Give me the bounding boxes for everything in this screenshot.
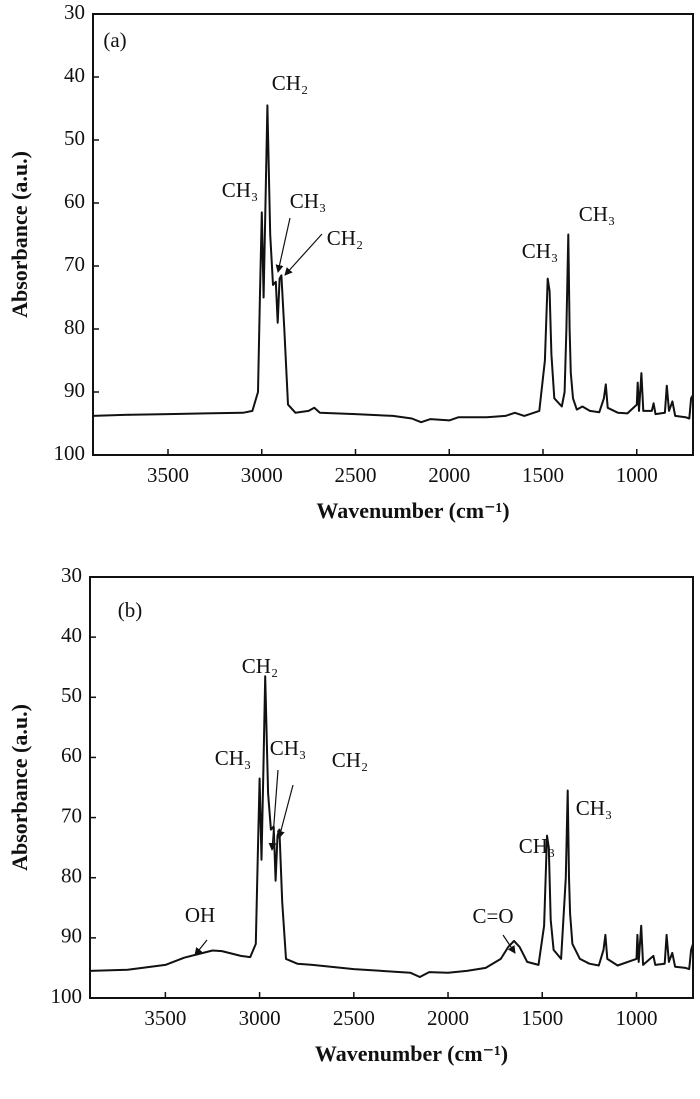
x-tick-label: 2500 [335,463,377,487]
x-tick-label: 2000 [428,463,470,487]
annotation: CH₂ [242,654,279,678]
y-tick-label: 60 [64,189,85,213]
y-tick-label: 70 [61,803,82,827]
annotation: CH₃ [270,736,307,760]
annotation: CH₃ [215,746,252,770]
annotation: CH₃ [519,834,556,858]
y-tick-label: 30 [64,0,85,24]
annotation: CH₂ [332,748,369,772]
spectrum-line [92,104,694,424]
y-tick-label: 80 [61,864,82,888]
panel-label: (a) [103,28,126,52]
y-tick-label: 50 [64,126,85,150]
annotation-arrow [194,939,208,956]
annotation: OH [185,903,215,927]
annotation: CH₃ [576,796,613,820]
x-tick-label: 3000 [241,463,283,487]
plot-frame [89,576,694,999]
y-tick-label: 100 [51,984,83,1008]
x-axis-label: Wavenumber (cm⁻¹) [316,498,509,523]
x-tick-label: 2000 [427,1006,469,1030]
x-tick-label: 1000 [615,1006,657,1030]
x-axis-label: Wavenumber (cm⁻¹) [315,1041,508,1066]
spectrum-line [89,675,694,978]
annotation: CH₃ [290,189,327,213]
annotation-arrow [268,769,279,851]
x-tick-label: 1500 [521,1006,563,1030]
annotation-arrow [502,934,516,954]
y-tick-label: 80 [64,315,85,339]
y-tick-label: 70 [64,252,85,276]
x-tick-label: 3500 [144,1006,186,1030]
panel-label: (b) [118,598,143,622]
x-tick-label: 1500 [522,463,564,487]
y-tick-label: 40 [61,623,82,647]
y-axis-label: Absorbance (a.u.) [7,704,32,871]
annotation-arrow [275,217,291,273]
annotation: C=O [472,904,513,928]
annotation-arrow [276,784,294,839]
y-tick-label: 50 [61,683,82,707]
y-tick-label: 30 [61,563,82,587]
annotation: CH₂ [272,71,309,95]
annotation: CH₂ [327,226,364,250]
annotation-arrow [284,233,323,276]
x-tick-label: 3000 [239,1006,281,1030]
annotation: CH₃ [522,239,559,263]
x-tick-label: 3500 [147,463,189,487]
plot-frame [92,13,694,456]
annotation: CH₃ [579,202,616,226]
y-tick-label: 60 [61,743,82,767]
y-tick-label: 90 [61,924,82,948]
y-tick-label: 40 [64,63,85,87]
y-tick-label: 100 [54,441,86,465]
y-axis-label: Absorbance (a.u.) [7,151,32,318]
annotation: CH₃ [222,178,259,202]
x-tick-label: 2500 [333,1006,375,1030]
x-tick-label: 1000 [616,463,658,487]
y-tick-label: 90 [64,378,85,402]
